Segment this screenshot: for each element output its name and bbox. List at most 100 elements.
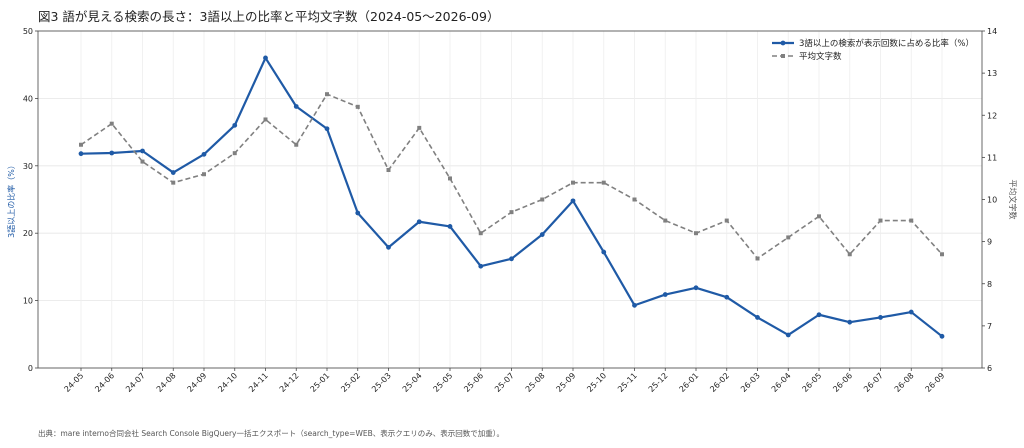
data-point: [109, 121, 114, 126]
data-point: [909, 218, 914, 223]
data-point: [202, 172, 206, 177]
y-tick-label: 30: [23, 162, 33, 171]
legend-swatch-marker: [781, 54, 785, 58]
x-tick-label: 25-08: [524, 371, 547, 394]
data-point: [232, 122, 238, 128]
grid-lines: [38, 30, 982, 369]
data-point: [140, 148, 145, 154]
data-point: [448, 176, 452, 181]
x-tick-label: 25-10: [585, 371, 608, 394]
y2-tick-label: 14: [987, 27, 997, 36]
y-tick-label: 40: [23, 94, 33, 103]
x-tick-label: 25-11: [616, 371, 639, 394]
x-tick-label: 24-10: [216, 371, 239, 394]
x-tick-label: 25-05: [432, 371, 455, 394]
data-point: [417, 125, 422, 130]
legend-item: 平均文字数: [772, 51, 842, 62]
data-point: [447, 224, 453, 229]
data-point: [171, 180, 176, 185]
data-point: [601, 180, 606, 185]
data-point: [878, 218, 883, 223]
data-point: [724, 218, 729, 223]
data-point: [416, 219, 422, 225]
x-tick-label: 25-02: [339, 371, 362, 394]
right-axis-label: 平均文字数: [1008, 180, 1018, 220]
data-point: [908, 309, 914, 315]
y-tick-label: 0: [28, 364, 33, 373]
data-point: [786, 235, 791, 240]
x-tick-label: 26-07: [862, 371, 885, 394]
data-point: [571, 180, 575, 185]
data-point: [847, 252, 852, 257]
right-axis-ticks: 6 7 8 9 10 11 12 13 14: [982, 27, 997, 373]
y2-tick-label: 11: [987, 153, 997, 162]
x-tick-label: 24-05: [63, 371, 86, 394]
x-tick-label: 25-09: [555, 371, 578, 394]
x-tick-label: 26-04: [770, 371, 793, 394]
data-point: [509, 210, 514, 215]
x-tick-label: 26-09: [924, 371, 947, 394]
data-point: [263, 55, 268, 61]
x-tick-label: 26-03: [739, 371, 762, 394]
x-tick-label: 24-07: [124, 371, 147, 394]
y2-tick-label: 10: [987, 196, 997, 205]
data-point: [478, 263, 484, 269]
left-axis-label: 3語以上の比率（%）: [6, 161, 16, 238]
x-tick-label: 24-11: [247, 371, 270, 394]
data-point: [663, 218, 668, 223]
data-point: [632, 197, 637, 202]
data-point: [755, 256, 760, 261]
x-tick-label: 25-12: [647, 371, 670, 394]
y-tick-label: 20: [23, 229, 33, 238]
y2-tick-label: 7: [987, 322, 992, 331]
data-point: [324, 126, 330, 132]
data-point: [78, 151, 84, 157]
y2-tick-label: 13: [987, 69, 997, 78]
x-axis-ticks: 24-05 24-06 24-07 24-08 24-09 24-10 24-11 24-12…: [63, 368, 947, 394]
data-point: [509, 256, 514, 262]
x-tick-label: 25-01: [309, 371, 332, 394]
y2-tick-label: 8: [987, 280, 992, 289]
x-tick-label: 25-07: [493, 371, 516, 394]
legend-label: 3語以上の検索が表示回数に占める比率（%）: [799, 38, 974, 49]
data-point: [201, 151, 207, 157]
y2-tick-label: 9: [987, 238, 992, 247]
data-point: [109, 150, 115, 156]
data-point: [693, 285, 699, 291]
data-point: [170, 170, 176, 175]
data-point: [478, 231, 483, 236]
data-point: [294, 142, 299, 147]
legend-label: 平均文字数: [799, 51, 842, 62]
data-point: [940, 252, 944, 257]
x-tick-label: 25-06: [462, 371, 485, 394]
data-point: [263, 117, 268, 122]
data-point: [601, 249, 607, 255]
legend-item: 3語以上の検索が表示回数に占める比率（%）: [772, 38, 974, 49]
data-point: [662, 292, 668, 297]
x-tick-label: 24-08: [155, 371, 178, 394]
x-tick-label: 26-08: [893, 371, 916, 394]
y2-tick-label: 12: [987, 111, 997, 120]
data-point: [878, 315, 883, 320]
x-tick-label: 26-02: [708, 371, 731, 394]
y-tick-label: 10: [23, 297, 33, 306]
data-point: [540, 197, 545, 202]
plot-frame: [37, 30, 983, 369]
data-point: [724, 294, 730, 300]
data-point: [293, 104, 299, 109]
data-point: [570, 198, 576, 204]
data-point: [539, 232, 545, 237]
axes: [37, 30, 983, 369]
data-point: [232, 151, 237, 156]
chart-title: 図3 語が見える検索の長さ：3語以上の比率と平均文字数（2024-05〜2026…: [38, 9, 500, 24]
data-point: [817, 214, 821, 219]
data-point: [386, 168, 391, 173]
data-point: [140, 159, 145, 164]
y-tick-label: 50: [23, 27, 33, 36]
series-1: [78, 55, 945, 339]
data-point: [785, 332, 791, 338]
x-tick-label: 25-04: [401, 371, 424, 394]
y2-tick-label: 6: [987, 364, 992, 373]
left-axis-ticks: 0 10 20 30 40 50: [23, 27, 38, 373]
x-tick-label: 24-12: [278, 371, 301, 394]
